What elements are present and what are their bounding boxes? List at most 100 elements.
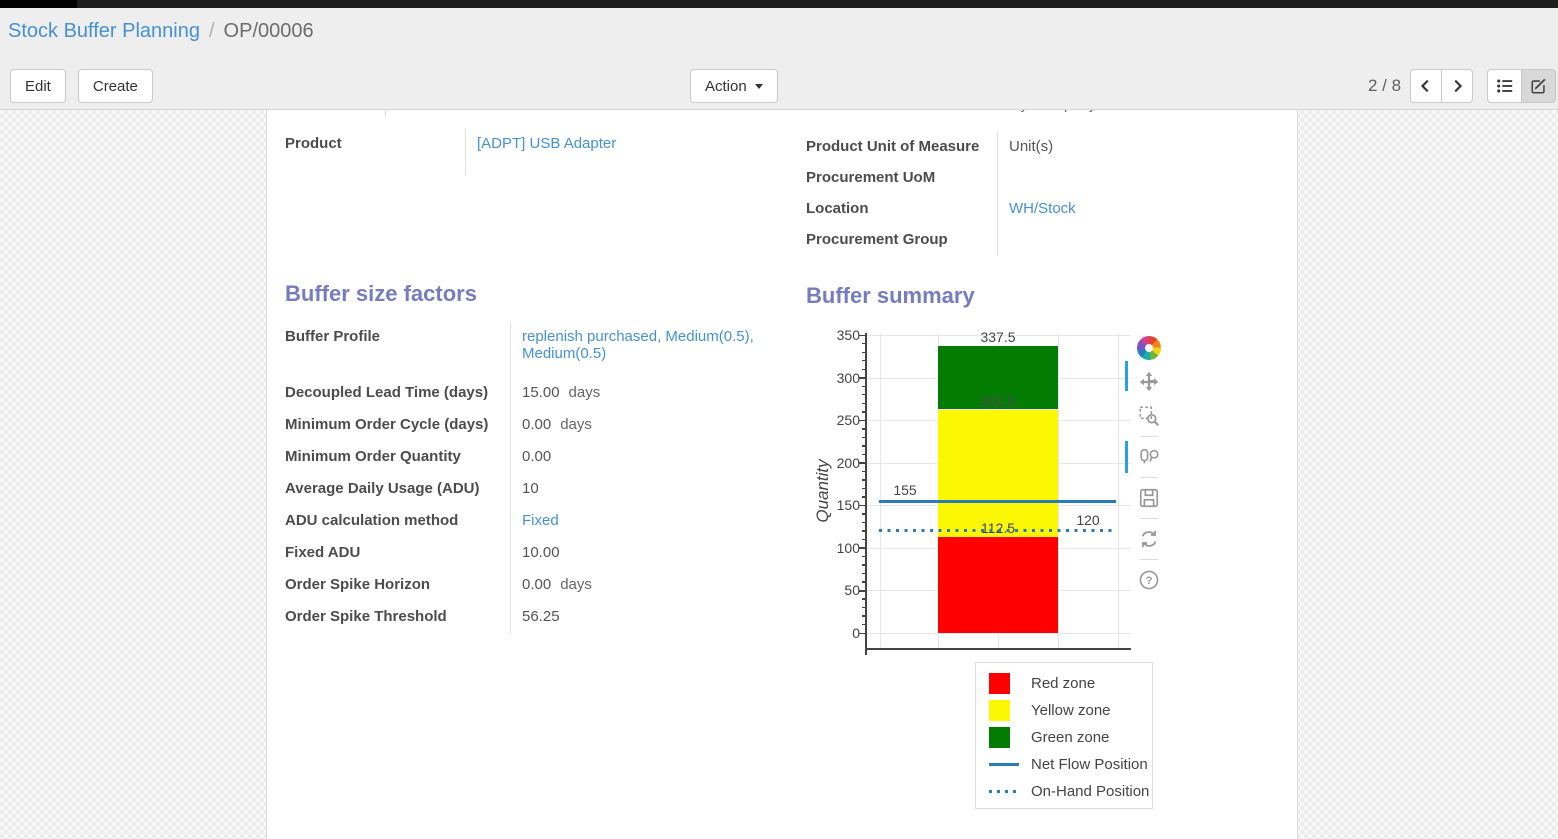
legend-item-yellow-zone[interactable]: Yellow zone [976, 697, 1152, 724]
red-zone-swatch [989, 673, 1010, 694]
y-axis-minor-tick [862, 470, 866, 473]
pager-previous-button[interactable] [1410, 69, 1442, 103]
field-value: 56.25 [511, 602, 774, 625]
field-suffix: days [568, 384, 601, 401]
form-view-button[interactable] [1521, 69, 1556, 103]
net-flow-line-swatch [989, 763, 1019, 766]
breadcrumb: Stock Buffer Planning / OP/00006 [8, 20, 314, 43]
buffer-summary-chart: Quantity 0 50 100 150 200 250 300 350 337.5 262.5… [813, 325, 1167, 667]
legend-item-on-hand[interactable]: On-Hand Position [976, 778, 1152, 805]
y-axis-minor-tick [862, 453, 866, 456]
field-label: Minimum Order Quantity [285, 442, 511, 474]
zone-boundary-label: 262.5 [980, 392, 1016, 409]
clipped-company-value: My Company [1008, 110, 1128, 116]
field-label: ADU calculation method [285, 506, 511, 538]
y-axis-minor-tick [862, 368, 866, 370]
modebar-separator [1140, 559, 1158, 560]
snapshot-icon[interactable] [1136, 485, 1162, 511]
breadcrumb-parent-link[interactable]: Stock Buffer Planning [8, 20, 200, 42]
action-dropdown-button[interactable]: Action [690, 69, 778, 103]
grid-line-horizontal [866, 633, 1131, 634]
y-axis-minor-tick [862, 394, 866, 396]
reset-view-icon[interactable] [1136, 526, 1162, 552]
field-value: Unit(s) [1009, 138, 1054, 155]
y-axis-minor-tick [862, 343, 866, 345]
x-axis-line [865, 648, 1131, 650]
y-axis-major-tick [859, 462, 866, 464]
compare-hover-icon[interactable] [1136, 444, 1162, 470]
box-zoom-icon[interactable] [1136, 403, 1162, 429]
y-axis-tick-label: 0 [852, 625, 860, 641]
y-axis-tick-label: 200 [836, 454, 860, 471]
svg-text:?: ? [1146, 575, 1153, 587]
edit-button[interactable]: Edit [10, 69, 66, 103]
y-axis-minor-tick [862, 538, 866, 541]
field-label: Order Spike Threshold [285, 602, 511, 634]
field-row-dlt: Decoupled Lead Time (days) 15.00 days [285, 378, 777, 410]
y-axis-minor-tick [862, 445, 866, 447]
top-window-strip [0, 0, 1558, 8]
plotly-logo-icon[interactable] [1136, 335, 1162, 361]
bar-segment-green-zone [938, 345, 1058, 410]
field-suffix: days [560, 416, 592, 433]
y-axis-minor-tick [862, 411, 866, 413]
field-label: Product [285, 129, 466, 175]
form-sheet: My Company Product [ADPT] USB Adapter Pr… [266, 110, 1298, 839]
y-axis-major-tick [859, 547, 866, 549]
field-number: 0.00 [522, 416, 552, 433]
chevron-right-icon [1454, 79, 1463, 93]
y-axis-minor-tick [862, 479, 866, 481]
field-row-adu-method: ADU calculation method Fixed [285, 506, 777, 538]
control-panel: Stock Buffer Planning / OP/00006 Edit Crea… [0, 8, 1558, 110]
net-flow-position-line [879, 499, 1116, 503]
y-axis-major-tick [859, 334, 866, 337]
adu-method-link[interactable]: Fixed [522, 512, 559, 529]
list-view-button[interactable] [1487, 69, 1522, 103]
y-axis-minor-tick [862, 360, 866, 362]
modebar-separator [1140, 518, 1158, 519]
field-row-min-order-qty: Minimum Order Quantity 0.00 [285, 442, 777, 474]
y-axis-major-tick [859, 377, 866, 379]
create-button[interactable]: Create [77, 69, 153, 103]
legend-item-net-flow[interactable]: Net Flow Position [976, 751, 1152, 778]
pan-icon[interactable] [1136, 369, 1162, 395]
field-label: Fixed ADU [285, 538, 511, 570]
breadcrumb-current: OP/00006 [223, 20, 314, 42]
y-axis-minor-tick [862, 564, 866, 566]
help-icon[interactable]: ? [1136, 567, 1162, 593]
y-axis-tick-label: 300 [836, 369, 860, 386]
field-row-spike-threshold: Order Spike Threshold 56.25 [285, 602, 777, 634]
field-row-adu: Average Daily Usage (ADU) 10 [285, 474, 777, 506]
y-axis-minor-tick [862, 487, 866, 490]
y-axis-tick-label: 50 [844, 582, 860, 599]
legend-item-red-zone[interactable]: Red zone [976, 670, 1152, 697]
pager-next-button[interactable] [1441, 69, 1473, 103]
field-value [998, 163, 1279, 169]
chart-modebar: ? [1135, 331, 1163, 597]
field-label: Product Unit of Measure [806, 132, 998, 163]
field-row-product: Product [ADPT] USB Adapter [285, 129, 769, 175]
chart-legend: Red zone Yellow zone Green zone Net Flow… [975, 662, 1153, 809]
y-axis-tick-label: 350 [836, 327, 860, 343]
location-link[interactable]: WH/Stock [1009, 200, 1076, 217]
on-hand-line-swatch [989, 790, 1019, 793]
legend-label: Yellow zone [1031, 702, 1111, 719]
field-value: 0.00 days [511, 410, 774, 433]
buffer-profile-link[interactable]: replenish purchased, Medium(0.5), Medium… [522, 328, 754, 362]
buffer-size-factors-group: Buffer Profile replenish purchased, Medi… [285, 322, 777, 634]
y-axis-major-tick [859, 419, 866, 422]
legend-label: Net Flow Position [1031, 756, 1148, 773]
list-icon [1496, 79, 1512, 93]
field-row-buffer-profile: Buffer Profile replenish purchased, Medi… [285, 322, 777, 378]
action-label: Action [705, 77, 747, 95]
product-link[interactable]: [ADPT] USB Adapter [477, 135, 617, 152]
y-axis-major-tick [859, 589, 866, 592]
y-axis-major-tick [859, 632, 866, 635]
field-label: Order Spike Horizon [285, 570, 511, 602]
y-axis-line [865, 333, 867, 655]
product-group: Product [ADPT] USB Adapter [285, 129, 769, 175]
yellow-zone-swatch [989, 700, 1010, 721]
y-axis-minor-tick [862, 496, 866, 498]
legend-item-green-zone[interactable]: Green zone [976, 724, 1152, 751]
y-axis-tick-label: 100 [836, 539, 860, 556]
